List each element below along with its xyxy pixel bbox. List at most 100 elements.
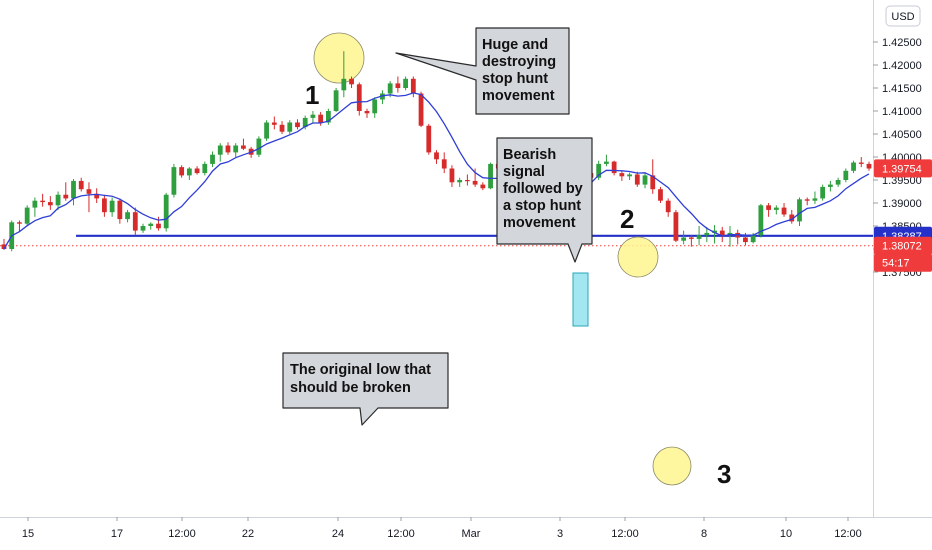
time-tick-label: 12:00 (387, 528, 415, 540)
candle-body (789, 214, 795, 222)
candle-body (858, 162, 864, 164)
callout-bearish[interactable]: Bearish signal followed by a stop hunt m… (496, 137, 593, 263)
candle-body (627, 174, 632, 177)
candle-body (688, 237, 694, 239)
candle-body (758, 205, 764, 236)
time-tick-label: 17 (111, 528, 123, 540)
candle-body (302, 117, 308, 128)
candle-body (766, 205, 771, 210)
candle-body (642, 175, 648, 185)
candle-body (341, 78, 347, 91)
candle-body (132, 212, 138, 231)
candle-body (109, 200, 115, 213)
candle-body (611, 161, 617, 174)
currency-label: USD (891, 11, 914, 23)
candle-body (727, 232, 733, 236)
candle-body (125, 212, 130, 220)
candle-body (210, 154, 215, 164)
callout-huge[interactable]: Huge and destroying stop hunt movement (395, 27, 570, 115)
callout-bearish-line-4: a stop hunt (503, 198, 581, 214)
candle-body (851, 162, 856, 171)
label-number-3: 3 (717, 459, 731, 489)
candle-body (634, 174, 640, 185)
candle-body (403, 78, 409, 88)
time-tick-label: 3 (557, 528, 563, 540)
candle-body (418, 93, 424, 126)
price-tick-label: 1.40500 (882, 129, 922, 141)
price-tick-label: 1.39000 (882, 198, 922, 210)
candle-body (480, 184, 486, 189)
candle-body (179, 167, 185, 176)
callout-bearish-line-2: signal (503, 164, 545, 180)
currency-badge[interactable]: USD (885, 5, 921, 27)
candle-body (472, 180, 478, 185)
candle-body (804, 199, 810, 201)
candle-body (827, 184, 833, 187)
candle-body (140, 226, 146, 231)
candle-body (673, 212, 679, 241)
callout-original-low[interactable]: The original low that should be broken (282, 352, 449, 426)
callout-huge-line-4: movement (482, 88, 555, 104)
candle-body (797, 199, 802, 222)
price-tick-label: 1.41500 (882, 83, 922, 95)
candle-body (619, 173, 625, 177)
candle-body (395, 83, 401, 88)
price-tick-label: 1.42500 (882, 37, 922, 49)
candle-body (750, 235, 756, 243)
time-tick-label: 24 (332, 528, 344, 540)
highlight-circle-2 (617, 236, 659, 278)
price-tick-label: 1.39500 (882, 175, 922, 187)
candle-body (17, 222, 22, 224)
candle-body (63, 194, 69, 199)
candle-body (704, 232, 710, 236)
callout-huge-line-1: Huge and (482, 37, 548, 53)
callout-bearish-line-3: followed by (503, 181, 583, 197)
price-badge-label: 1.38072 (882, 241, 922, 253)
candle-body (449, 168, 455, 183)
highlight-circle-1 (313, 32, 365, 84)
candle-body (241, 145, 246, 149)
candle-body (712, 230, 717, 233)
time-tick-label: 12:00 (611, 528, 639, 540)
candle-body (596, 163, 602, 178)
time-tick-label: 12:00 (834, 528, 862, 540)
time-tick-label: 8 (701, 528, 707, 540)
candle-body (696, 235, 702, 239)
candle-body (325, 111, 331, 123)
time-axis-ticks: 15 17 12:00 22 24 12:00 Mar 3 12:00 8 10 12:00 (22, 517, 862, 540)
candle-body (295, 122, 300, 128)
candle-body (148, 223, 154, 226)
time-tick-label: 22 (242, 528, 254, 540)
candle-body (387, 83, 393, 94)
candle-body (86, 189, 92, 194)
candle-body (271, 122, 277, 125)
candle-body (743, 237, 748, 243)
candlestick-series (1, 51, 872, 252)
candle-body (349, 78, 354, 85)
callout-huge-line-3: stop hunt (482, 71, 548, 87)
candle-body (163, 194, 169, 229)
time-tick-label: 15 (22, 528, 34, 540)
candle-body (380, 93, 385, 100)
time-tick-label: 12:00 (168, 528, 196, 540)
callout-original-line-2: should be broken (290, 380, 411, 396)
candle-body (225, 145, 231, 153)
candle-body (681, 237, 687, 241)
callout-original-line-1: The original low that (290, 362, 431, 378)
candle-body (820, 186, 826, 199)
price-badge-label: 54:17 (882, 258, 910, 270)
callout-bearish-line-5: movement (503, 215, 576, 231)
candle-body (781, 207, 787, 215)
candle-body (434, 152, 439, 160)
candle-body (117, 200, 123, 220)
candle-body (287, 122, 293, 132)
candle-body (55, 194, 61, 206)
candle-body (364, 111, 370, 114)
candle-body (441, 159, 447, 169)
candle-body (40, 200, 46, 203)
candle-body (719, 230, 725, 236)
candle-body (658, 189, 663, 201)
candle-body (279, 124, 285, 132)
